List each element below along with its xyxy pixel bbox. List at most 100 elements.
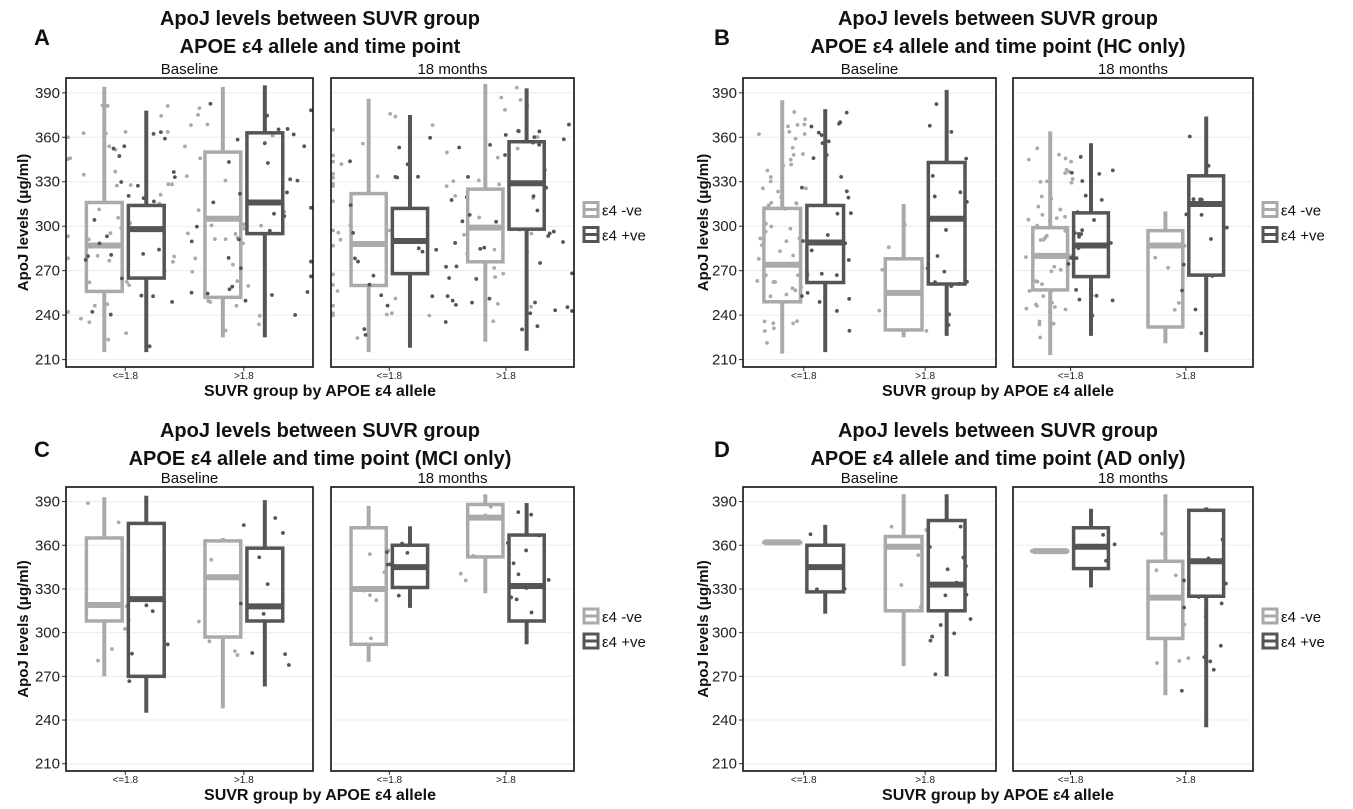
jitter-point [1035,146,1040,151]
jitter-point [231,262,235,267]
jitter-point [444,264,448,269]
jitter-point [147,344,152,349]
y-tick-label: 210 [35,756,60,773]
jitter-point [1160,531,1164,536]
facet-title: Baseline [841,61,899,78]
box-plot [205,85,313,338]
jitter-point [1172,307,1177,312]
jitter-point [531,194,536,199]
jitter-point [1077,234,1081,239]
jitter-point [151,294,155,299]
jitter-point [491,319,496,324]
jitter-point [1179,688,1184,693]
jitter-point [794,201,799,206]
box-iqr [926,160,967,286]
y-tick-label: 330 [712,174,737,191]
box-iqr [84,536,124,623]
jitter-point [385,562,390,567]
legend-label: ε4 -ve [602,609,642,626]
jitter-point [144,603,149,608]
jitter-point [488,142,492,147]
jitter-point [1208,659,1213,664]
jitter-point [463,578,468,583]
jitter-point [243,298,248,303]
box-iqr [1187,174,1226,277]
jitter-point [309,108,313,113]
jitter-point [808,532,813,537]
jitter-point [487,296,492,301]
jitter-point [877,308,882,313]
jitter-point [206,299,211,303]
jitter-point [766,203,771,208]
jitter-point [1199,213,1204,217]
jitter-point [272,211,276,216]
jitter-point [768,294,773,299]
x-tick-label: >1.8 [915,775,935,786]
jitter-point [123,129,128,134]
x-tick-label: >1.8 [915,371,935,382]
jitter-point [800,294,804,298]
jitter-point [811,156,816,161]
jitter-point [285,127,290,131]
jitter-point [805,290,810,295]
jitter-point [190,269,195,274]
jitter-point [262,141,267,146]
panel-C: C ApoJ levels between SUVR group APOE ε4 a… [15,420,646,804]
jitter-point [803,186,808,191]
jitter-point [771,326,776,331]
jitter-point [1041,237,1046,242]
jitter-point [232,649,237,653]
jitter-point [111,146,116,151]
jitter-point [462,232,466,237]
jitter-point [1051,321,1056,326]
jitter-point [1219,601,1224,606]
y-tick-label: 210 [712,756,737,773]
jitter-point [170,182,174,187]
jitter-point [524,548,529,553]
jitter-point [470,300,474,305]
jitter-point [570,271,574,276]
jitter-point [96,658,100,663]
jitter-point [261,611,266,616]
jitter-point [293,313,298,317]
jitter-point [791,253,796,258]
jitter-point [528,311,533,316]
jitter-point [447,276,452,280]
jitter-point [122,144,127,149]
jitter-point [817,300,822,304]
jitter-point [477,215,482,220]
jitter-point [844,110,849,115]
jitter-point [105,103,110,108]
jitter-point [933,672,938,677]
jitter-point [1112,542,1117,547]
jitter-point [1038,238,1043,242]
jitter-point [1069,159,1074,164]
box-plot [165,86,287,338]
jitter-point [151,131,156,136]
legend-label: ε4 +ve [1281,634,1325,651]
box-iqr [762,206,803,304]
jitter-point [499,95,504,100]
box-plot [1071,508,1117,588]
jitter-point [309,274,313,279]
box-plot [925,89,969,336]
panel-label: A [34,25,50,50]
jitter-point [795,122,800,127]
jitter-point [165,642,170,647]
jitter-point [265,161,270,165]
jitter-point [1153,255,1158,260]
x-axis-label: SUVR group by APOE ε4 allele [882,787,1114,804]
jitter-point [1069,170,1074,175]
jitter-point [889,524,894,529]
jitter-point [235,653,240,657]
panel-B: B ApoJ levels between SUVR group APOE ε4 a… [695,8,1325,400]
jitter-point [66,157,70,161]
jitter-point [331,313,335,318]
jitter-point [189,123,193,128]
y-tick-label: 330 [712,581,737,598]
legend-item: ε4 +ve [582,226,646,245]
jitter-point [1209,237,1213,241]
x-axis-label: SUVR group by APOE ε4 allele [204,787,436,804]
box-plot [800,109,853,353]
facet-panel-0: Baseline <=1.8 >1.8 [742,61,997,382]
